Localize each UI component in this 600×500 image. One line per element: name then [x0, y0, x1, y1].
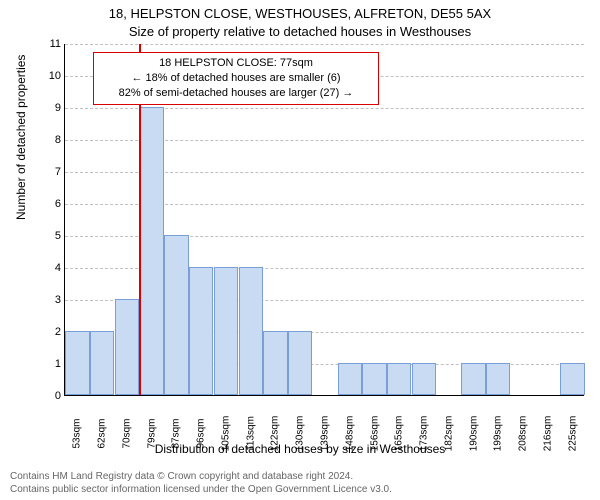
y-tick-label: 11: [43, 38, 61, 50]
histogram-bar: [412, 363, 436, 395]
histogram-bar: [115, 299, 139, 395]
chart-container: 18, HELPSTON CLOSE, WESTHOUSES, ALFRETON…: [0, 0, 600, 500]
histogram-bar: [140, 107, 164, 395]
plot-area: 0123456789101153sqm62sqm70sqm79sqm87sqm9…: [64, 44, 584, 396]
y-tick-label: 9: [43, 102, 61, 114]
gridline-h: [65, 44, 584, 45]
histogram-bar: [338, 363, 362, 395]
y-tick-label: 8: [43, 134, 61, 146]
histogram-bar: [486, 363, 510, 395]
annotation-box: 18 HELPSTON CLOSE: 77sqm ← 18% of detach…: [93, 52, 379, 105]
y-tick-label: 6: [43, 198, 61, 210]
y-tick-label: 1: [43, 358, 61, 370]
y-tick-label: 10: [43, 70, 61, 82]
histogram-bar: [239, 267, 263, 395]
chart-title-line2: Size of property relative to detached ho…: [0, 24, 600, 39]
histogram-bar: [65, 331, 89, 395]
histogram-bar: [164, 235, 188, 395]
y-tick-label: 7: [43, 166, 61, 178]
y-tick-label: 3: [43, 294, 61, 306]
histogram-bar: [90, 331, 114, 395]
y-tick-label: 4: [43, 262, 61, 274]
y-tick-label: 5: [43, 230, 61, 242]
histogram-bar: [288, 331, 312, 395]
histogram-bar: [189, 267, 213, 395]
annotation-line1: 18 HELPSTON CLOSE: 77sqm: [100, 56, 372, 71]
chart-title-line1: 18, HELPSTON CLOSE, WESTHOUSES, ALFRETON…: [0, 6, 600, 21]
histogram-bar: [362, 363, 386, 395]
footer-line1: Contains HM Land Registry data © Crown c…: [10, 471, 392, 484]
annotation-line3: 82% of semi-detached houses are larger (…: [100, 86, 372, 101]
x-axis-label: Distribution of detached houses by size …: [0, 442, 600, 456]
histogram-bar: [560, 363, 584, 395]
histogram-bar: [263, 331, 287, 395]
histogram-bar: [387, 363, 411, 395]
annotation-line2: ← 18% of detached houses are smaller (6): [100, 71, 372, 86]
histogram-bar: [214, 267, 238, 395]
histogram-bar: [461, 363, 485, 395]
y-axis-label: Number of detached properties: [14, 55, 28, 220]
y-tick-label: 0: [43, 390, 61, 402]
y-tick-label: 2: [43, 326, 61, 338]
footer-line2: Contains public sector information licen…: [10, 484, 392, 497]
footer-attribution: Contains HM Land Registry data © Crown c…: [10, 471, 392, 496]
